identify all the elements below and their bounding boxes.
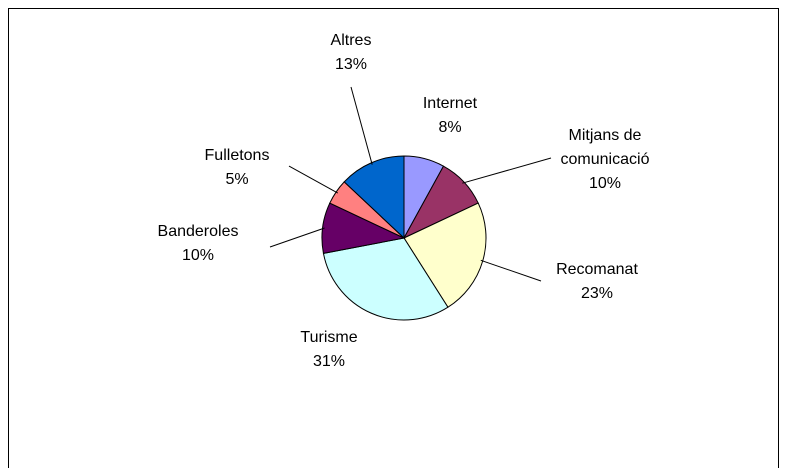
slice-name-label: Internet — [423, 95, 478, 112]
slice-name-label: comunicació — [561, 151, 650, 168]
leader-line — [350, 86, 373, 165]
pie-slices — [321, 155, 487, 321]
slice-percent-label: 5% — [225, 171, 248, 188]
slice-percent-label: 23% — [581, 285, 613, 302]
slice-name-label: Fulletons — [205, 147, 270, 164]
leader-lines — [269, 86, 552, 282]
pie-slice-turisme — [322, 237, 449, 321]
slice-labels: Internet 8% Mitjans de comunicació 10% Recoma… — [158, 32, 650, 370]
leader-line — [462, 157, 552, 184]
slice-percent-label: 10% — [589, 175, 621, 192]
leader-line — [288, 165, 339, 194]
slice-name-label: Recomanat — [556, 261, 638, 278]
slice-percent-label: 10% — [182, 247, 214, 264]
leader-line — [269, 227, 325, 248]
slice-percent-label: 31% — [313, 353, 345, 370]
slice-percent-label: 8% — [438, 119, 461, 136]
slice-name-label: Turisme — [300, 329, 357, 346]
slice-percent-label: 13% — [335, 56, 367, 73]
leader-line — [480, 259, 542, 282]
slice-name-label: Altres — [331, 32, 372, 49]
slice-name-label: Mitjans de — [569, 127, 642, 144]
slice-name-label: Banderoles — [158, 223, 239, 240]
